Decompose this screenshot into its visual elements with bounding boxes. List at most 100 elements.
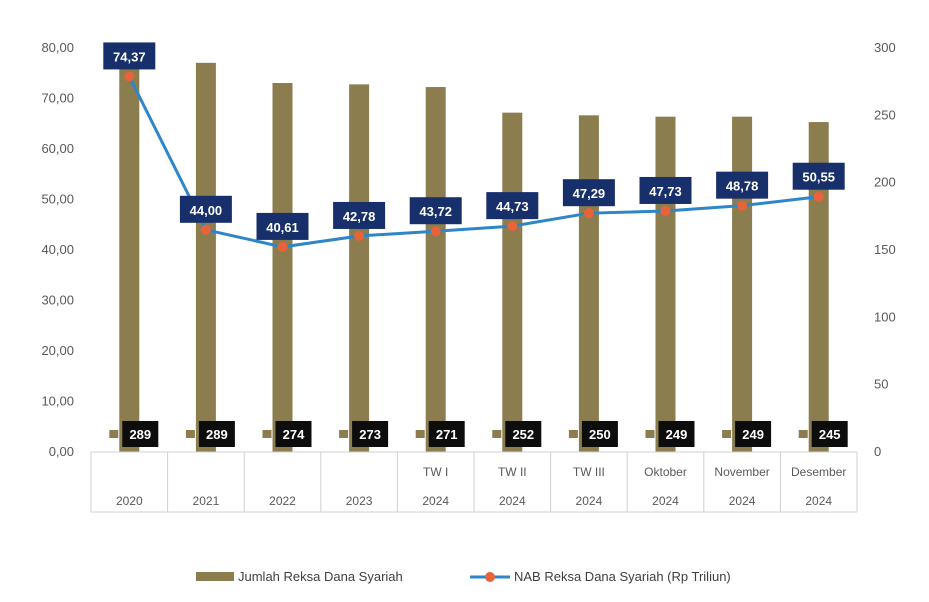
line-label-box [562,179,615,207]
bar-label-box [735,421,772,447]
bar [119,62,140,453]
bar-data-label: 289 [206,427,228,442]
bar-label-box [428,421,465,447]
left-tick-label: 70,00 [41,91,74,106]
line-data-label: 48,78 [726,179,759,194]
bar-label-box [658,421,695,447]
category-label-top: TW III [573,465,605,479]
line-label-box [792,162,845,190]
bar-label-key [722,430,732,438]
category-label-top: November [714,465,769,479]
line-point [124,71,135,82]
right-tick-label: 300 [874,40,896,55]
bar-data-label: 289 [129,427,151,442]
category-label-top: TW I [423,465,448,479]
bar-data-label: 274 [283,427,305,442]
bar-series [119,62,829,453]
right-tick-label: 50 [874,377,888,392]
line-data-label: 74,37 [113,49,146,64]
legend: Jumlah Reksa Dana Syariah NAB Reksa Dana… [196,569,731,584]
bar [578,115,599,452]
bar-data-label: 252 [512,427,534,442]
legend-line-marker [485,572,495,582]
bar-data-label: 245 [819,427,841,442]
right-tick-label: 0 [874,444,881,459]
bar-label-key [109,430,119,438]
bar-data-label: 249 [742,427,764,442]
category-label-bottom: 2024 [805,494,832,508]
bar-label-key [415,430,425,438]
bar-data-label: 250 [589,427,611,442]
category-label-top: Desember [791,465,846,479]
bar-label-key [568,430,578,438]
left-tick-label: 40,00 [41,242,74,257]
line-label-box [333,201,386,229]
left-tick-label: 0,00 [49,444,74,459]
line-point [660,205,671,216]
bar [808,122,829,453]
line-data-label: 43,72 [419,204,452,219]
category-label-top: Oktober [644,465,687,479]
line-label-box [486,192,539,220]
line-label-box [179,195,232,223]
line-data-label: 44,73 [496,199,529,214]
bar-data-labels: 289 289 274 273 271 252 250 249 249 245 [109,421,848,447]
bar-data-label: 271 [436,427,458,442]
bar-label-box [275,421,312,447]
line-path [127,75,819,249]
line-data-labels: 74,37 44,00 40,61 42,78 43,72 44,73 47,29 47,73… [103,42,845,240]
category-table: 2020 2021 2022 2023 TW I 2024 TW II 2024 TW III 2… [90,451,858,513]
bar-label-key [798,430,808,438]
bar [502,112,523,452]
right-tick-label: 150 [874,242,896,257]
line-point [277,241,288,252]
bar-label-key [645,430,655,438]
bar-label-key [185,430,195,438]
bar-label-box [122,421,159,447]
right-tick-label: 250 [874,107,896,122]
bar-label-box [505,421,542,447]
left-tick-label: 80,00 [41,40,74,55]
legend-line-label: NAB Reksa Dana Syariah (Rp Triliun) [514,569,731,584]
category-label-bottom: 2024 [499,494,526,508]
bar-data-label: 273 [359,427,381,442]
bar-label-box [352,421,389,447]
line-data-label: 44,00 [190,203,223,218]
bar [425,87,446,452]
line-point [813,191,824,202]
line-data-label: 50,55 [802,170,835,185]
left-axis: 0,00 10,00 20,00 30,00 40,00 50,00 60,00 70,00 8… [41,40,74,459]
line-point [200,224,211,235]
bar-label-box [811,421,848,447]
category-label-bottom: 2023 [346,494,373,508]
line-point [737,200,748,211]
left-tick-label: 20,00 [41,343,74,358]
category-label-bottom: 2024 [729,494,756,508]
bar-label-box [581,421,618,447]
left-tick-label: 50,00 [41,192,74,207]
bar-data-label: 249 [666,427,688,442]
line-data-label: 40,61 [266,220,299,235]
legend-bar-swatch [196,572,234,581]
line-point [583,208,594,219]
line-label-box [103,42,156,70]
bar [195,62,216,453]
right-tick-label: 200 [874,175,896,190]
bar-label-box [198,421,235,447]
line-data-label: 47,29 [573,186,606,201]
right-tick-label: 100 [874,309,896,324]
bar-label-key [262,430,272,438]
line-series [124,71,824,252]
category-label-top: TW II [498,465,527,479]
left-tick-label: 10,00 [41,394,74,409]
category-label-bottom: 2020 [116,494,143,508]
bar-label-key [492,430,502,438]
line-data-label: 42,78 [343,209,376,224]
right-axis: 0 50 100 150 200 250 300 [874,40,896,459]
category-label-bottom: 2022 [269,494,296,508]
category-label-bottom: 2024 [422,494,449,508]
line-label-box [639,176,692,204]
left-tick-label: 30,00 [41,293,74,308]
line-label-box [716,171,769,199]
